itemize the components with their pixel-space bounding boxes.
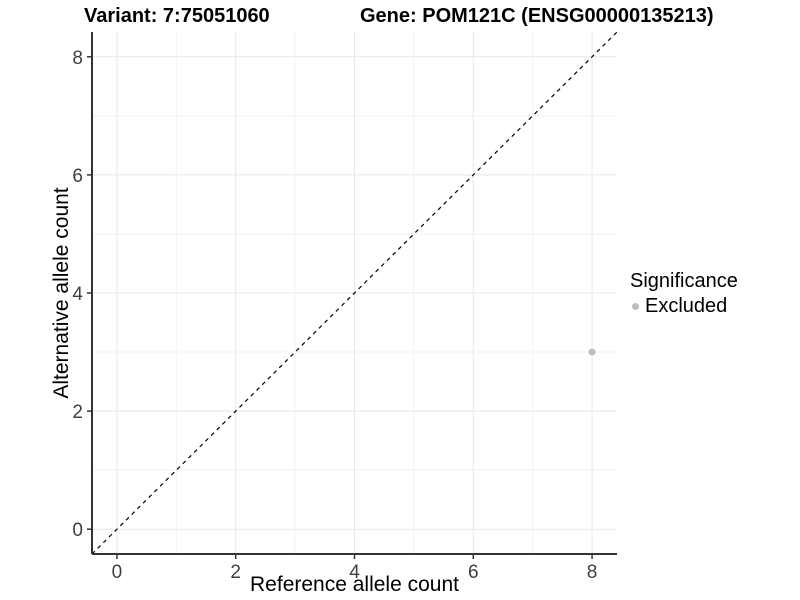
x-tick-label: 2 (230, 562, 241, 583)
y-tick-label: 2 (72, 402, 83, 423)
legend: Significance Excluded (630, 270, 738, 318)
legend-item-label: Excluded (645, 295, 728, 317)
legend-item-excluded: Excluded (632, 295, 738, 318)
y-tick-label: 6 (72, 166, 83, 187)
x-tick-label: 4 (349, 562, 360, 583)
x-tick-label: 6 (468, 562, 479, 583)
y-tick-label: 4 (72, 284, 83, 305)
y-tick-label: 8 (72, 48, 83, 69)
x-tick-label: 8 (587, 562, 598, 583)
data-point (588, 348, 596, 356)
y-tick-label: 0 (72, 520, 83, 541)
variant-title: Variant: 7:75051060 (84, 5, 270, 27)
y-axis-title: Alternative allele count (50, 187, 73, 399)
x-tick-label: 0 (112, 562, 123, 583)
legend-title: Significance (630, 270, 738, 292)
legend-key-dot-icon (632, 303, 639, 310)
identity-dashed-line (91, 31, 618, 555)
x-axis-title: Reference allele count (250, 573, 459, 596)
gene-title: Gene: POM121C (ENSG00000135213) (360, 5, 714, 27)
